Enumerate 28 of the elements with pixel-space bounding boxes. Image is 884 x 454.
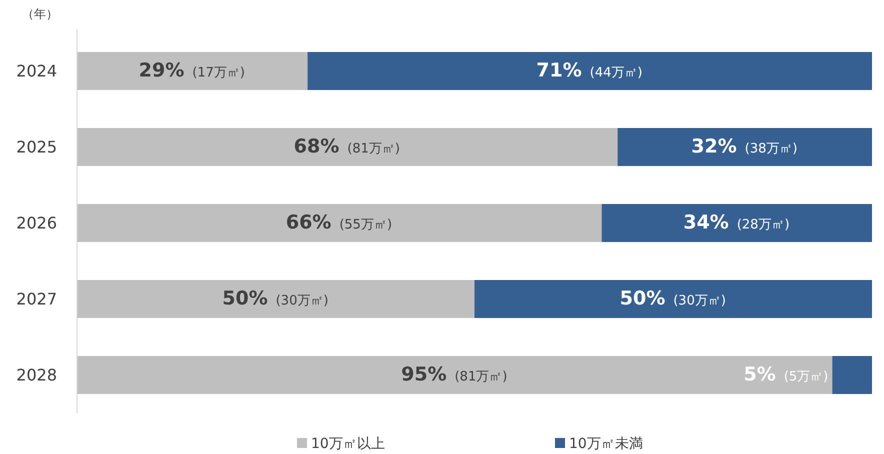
bar — [474, 280, 872, 318]
data-label: 66% (55万㎡) — [286, 212, 392, 234]
data-label: 50% (30万㎡) — [620, 288, 726, 310]
data-label: 50% (30万㎡) — [222, 288, 328, 310]
bar — [618, 128, 872, 166]
y-tick-label: 2025 — [16, 138, 57, 157]
data-label: 29% (17万㎡) — [138, 60, 245, 82]
data-label: 32% (38万㎡) — [691, 136, 798, 158]
bar — [77, 204, 602, 242]
data-label: 95% (81万㎡) — [401, 364, 508, 386]
bar — [77, 280, 474, 318]
bar — [77, 128, 618, 166]
y-axis-title: （年） — [22, 7, 58, 21]
bar — [77, 52, 308, 90]
y-tick-label: 2028 — [16, 366, 57, 385]
bar — [602, 204, 872, 242]
legend-label: 10万㎡以上 — [311, 436, 385, 452]
bar — [308, 52, 872, 90]
y-tick-label: 2026 — [16, 214, 57, 233]
data-label: 34% (28万㎡) — [683, 212, 790, 234]
data-label: 68% (81万㎡) — [294, 136, 400, 158]
data-label: 71% (44万㎡) — [536, 60, 642, 82]
y-tick-label: 2024 — [16, 62, 57, 81]
data-label: 5% (5万㎡) — [744, 364, 828, 386]
y-tick-label: 2027 — [16, 290, 57, 309]
legend-label: 10万㎡未満 — [569, 436, 643, 452]
bar — [77, 356, 832, 394]
bar — [832, 356, 872, 394]
